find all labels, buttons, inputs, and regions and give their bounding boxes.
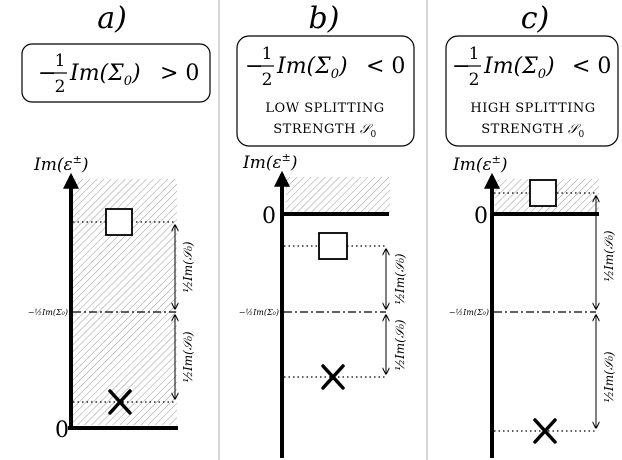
upper-splitting-label: ½Im(𝒮₀) bbox=[181, 241, 195, 293]
cross-marker bbox=[321, 364, 345, 390]
condition-function: Im(Σ0) bbox=[276, 54, 348, 82]
square-marker bbox=[318, 232, 348, 260]
condition-numerator: 1 bbox=[55, 51, 66, 71]
condition-minus: − bbox=[38, 61, 56, 86]
caption-line-1: LOW SPLITTING bbox=[265, 101, 384, 116]
condition-numerator: 1 bbox=[262, 44, 273, 64]
cross-marker bbox=[108, 389, 132, 415]
y-axis-label: Im(ε±) bbox=[452, 153, 507, 175]
square-marker bbox=[529, 179, 557, 207]
cross-marker bbox=[533, 418, 557, 444]
panel-letter: a) bbox=[97, 1, 127, 36]
caption-line-1: HIGH SPLITTING bbox=[470, 101, 595, 116]
condition-relation: > 0 bbox=[160, 61, 199, 86]
condition-function: Im(Σ0) bbox=[483, 54, 555, 82]
mid-level-label: −½Im(Σ₀) bbox=[28, 308, 68, 317]
zero-label: 0 bbox=[474, 204, 488, 229]
panel-b: b) − 1 2 Im(Σ0) < 0 LOW SPLITTING STRENG… bbox=[236, 1, 415, 458]
y-axis-label: Im(ε±) bbox=[33, 153, 88, 175]
zero-label: 0 bbox=[55, 418, 69, 443]
panel-letter: c) bbox=[521, 1, 550, 36]
panel-letter: b) bbox=[309, 1, 340, 36]
hatched-region bbox=[286, 177, 390, 214]
lower-splitting-label: ½Im(𝒮₀) bbox=[602, 351, 616, 403]
condition-box bbox=[445, 35, 619, 147]
caption-line-2: STRENGTH 𝒮0 bbox=[481, 122, 584, 140]
condition-function: Im(Σ0) bbox=[69, 61, 141, 89]
condition-denominator: 2 bbox=[262, 70, 273, 90]
condition-box bbox=[21, 43, 211, 103]
condition-denominator: 2 bbox=[55, 77, 66, 97]
panel-c: c) − 1 2 Im(Σ0) < 0 HIGH SPLITTING STREN… bbox=[445, 1, 619, 458]
condition-minus: − bbox=[245, 54, 263, 79]
upper-splitting-label: ½Im(𝒮₀) bbox=[393, 253, 407, 305]
upper-splitting-label: ½Im(𝒮₀) bbox=[602, 230, 616, 282]
mid-level-label: −½Im(Σ₀) bbox=[449, 308, 489, 317]
zero-label: 0 bbox=[262, 204, 276, 229]
condition-denominator: 2 bbox=[469, 70, 480, 90]
condition-relation: < 0 bbox=[572, 54, 611, 79]
y-axis-label: Im(ε±) bbox=[242, 151, 297, 173]
caption-line-2: STRENGTH 𝒮0 bbox=[273, 122, 376, 140]
square-marker bbox=[105, 208, 133, 236]
lower-splitting-label: ½Im(𝒮₀) bbox=[393, 319, 407, 371]
lower-splitting-label: ½Im(𝒮₀) bbox=[181, 331, 195, 383]
mid-level-label: −½Im(Σ₀) bbox=[239, 308, 279, 317]
condition-minus: − bbox=[452, 54, 470, 79]
condition-numerator: 1 bbox=[469, 44, 480, 64]
condition-relation: < 0 bbox=[366, 54, 405, 79]
condition-box bbox=[236, 35, 415, 147]
panel-a: a) − 1 2 Im(Σ0) > 0 Im(ε±) 0 −½Im(Σ₀) ½I… bbox=[21, 1, 211, 443]
